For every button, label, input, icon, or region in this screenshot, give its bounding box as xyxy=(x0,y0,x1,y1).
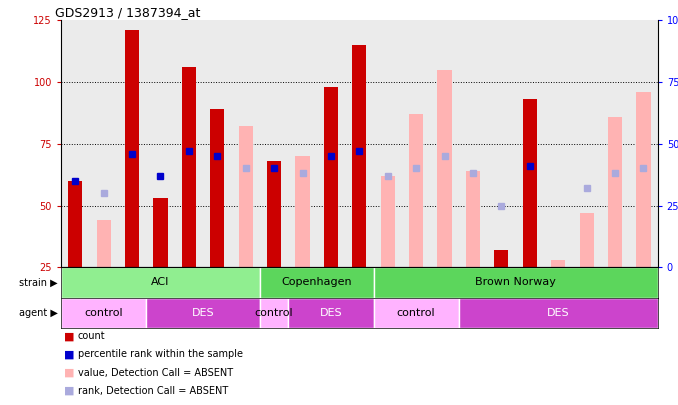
Bar xyxy=(125,30,139,267)
Text: strain ▶: strain ▶ xyxy=(19,277,58,288)
Text: ■: ■ xyxy=(64,350,75,359)
Text: agent ▶: agent ▶ xyxy=(19,308,58,318)
Text: GDS2913 / 1387394_at: GDS2913 / 1387394_at xyxy=(55,6,201,19)
Bar xyxy=(459,298,658,328)
Bar xyxy=(374,298,459,328)
Bar xyxy=(466,171,480,267)
Bar xyxy=(353,45,366,267)
Bar xyxy=(296,156,310,267)
Bar xyxy=(239,126,253,267)
Bar xyxy=(61,298,146,328)
Text: value, Detection Call = ABSENT: value, Detection Call = ABSENT xyxy=(78,368,233,377)
Text: Copenhagen: Copenhagen xyxy=(281,277,352,288)
Bar xyxy=(68,181,82,267)
Text: rank, Detection Call = ABSENT: rank, Detection Call = ABSENT xyxy=(78,386,228,396)
Text: control: control xyxy=(397,308,435,318)
Bar xyxy=(96,220,111,267)
Bar xyxy=(288,298,374,328)
Text: control: control xyxy=(84,308,123,318)
Bar xyxy=(260,298,288,328)
Text: Brown Norway: Brown Norway xyxy=(475,277,556,288)
Bar xyxy=(580,213,594,267)
Text: ■: ■ xyxy=(64,331,75,341)
Text: DES: DES xyxy=(192,308,214,318)
Text: percentile rank within the sample: percentile rank within the sample xyxy=(78,350,243,359)
Bar xyxy=(153,198,167,267)
Bar xyxy=(409,114,423,267)
Bar xyxy=(494,250,508,267)
Text: count: count xyxy=(78,331,106,341)
Text: ACI: ACI xyxy=(151,277,170,288)
Text: control: control xyxy=(255,308,294,318)
Bar xyxy=(182,67,196,267)
Bar xyxy=(523,99,537,267)
Bar xyxy=(61,267,260,298)
Bar xyxy=(267,161,281,267)
Bar xyxy=(637,92,651,267)
Text: ■: ■ xyxy=(64,368,75,377)
Bar xyxy=(380,176,395,267)
Text: DES: DES xyxy=(547,308,570,318)
Bar xyxy=(260,267,374,298)
Bar xyxy=(374,267,658,298)
Bar xyxy=(437,70,452,267)
Text: ■: ■ xyxy=(64,386,75,396)
Bar xyxy=(210,109,224,267)
Text: DES: DES xyxy=(319,308,342,318)
Bar xyxy=(608,117,622,267)
Bar xyxy=(146,298,260,328)
Bar xyxy=(551,260,565,267)
Bar xyxy=(324,87,338,267)
